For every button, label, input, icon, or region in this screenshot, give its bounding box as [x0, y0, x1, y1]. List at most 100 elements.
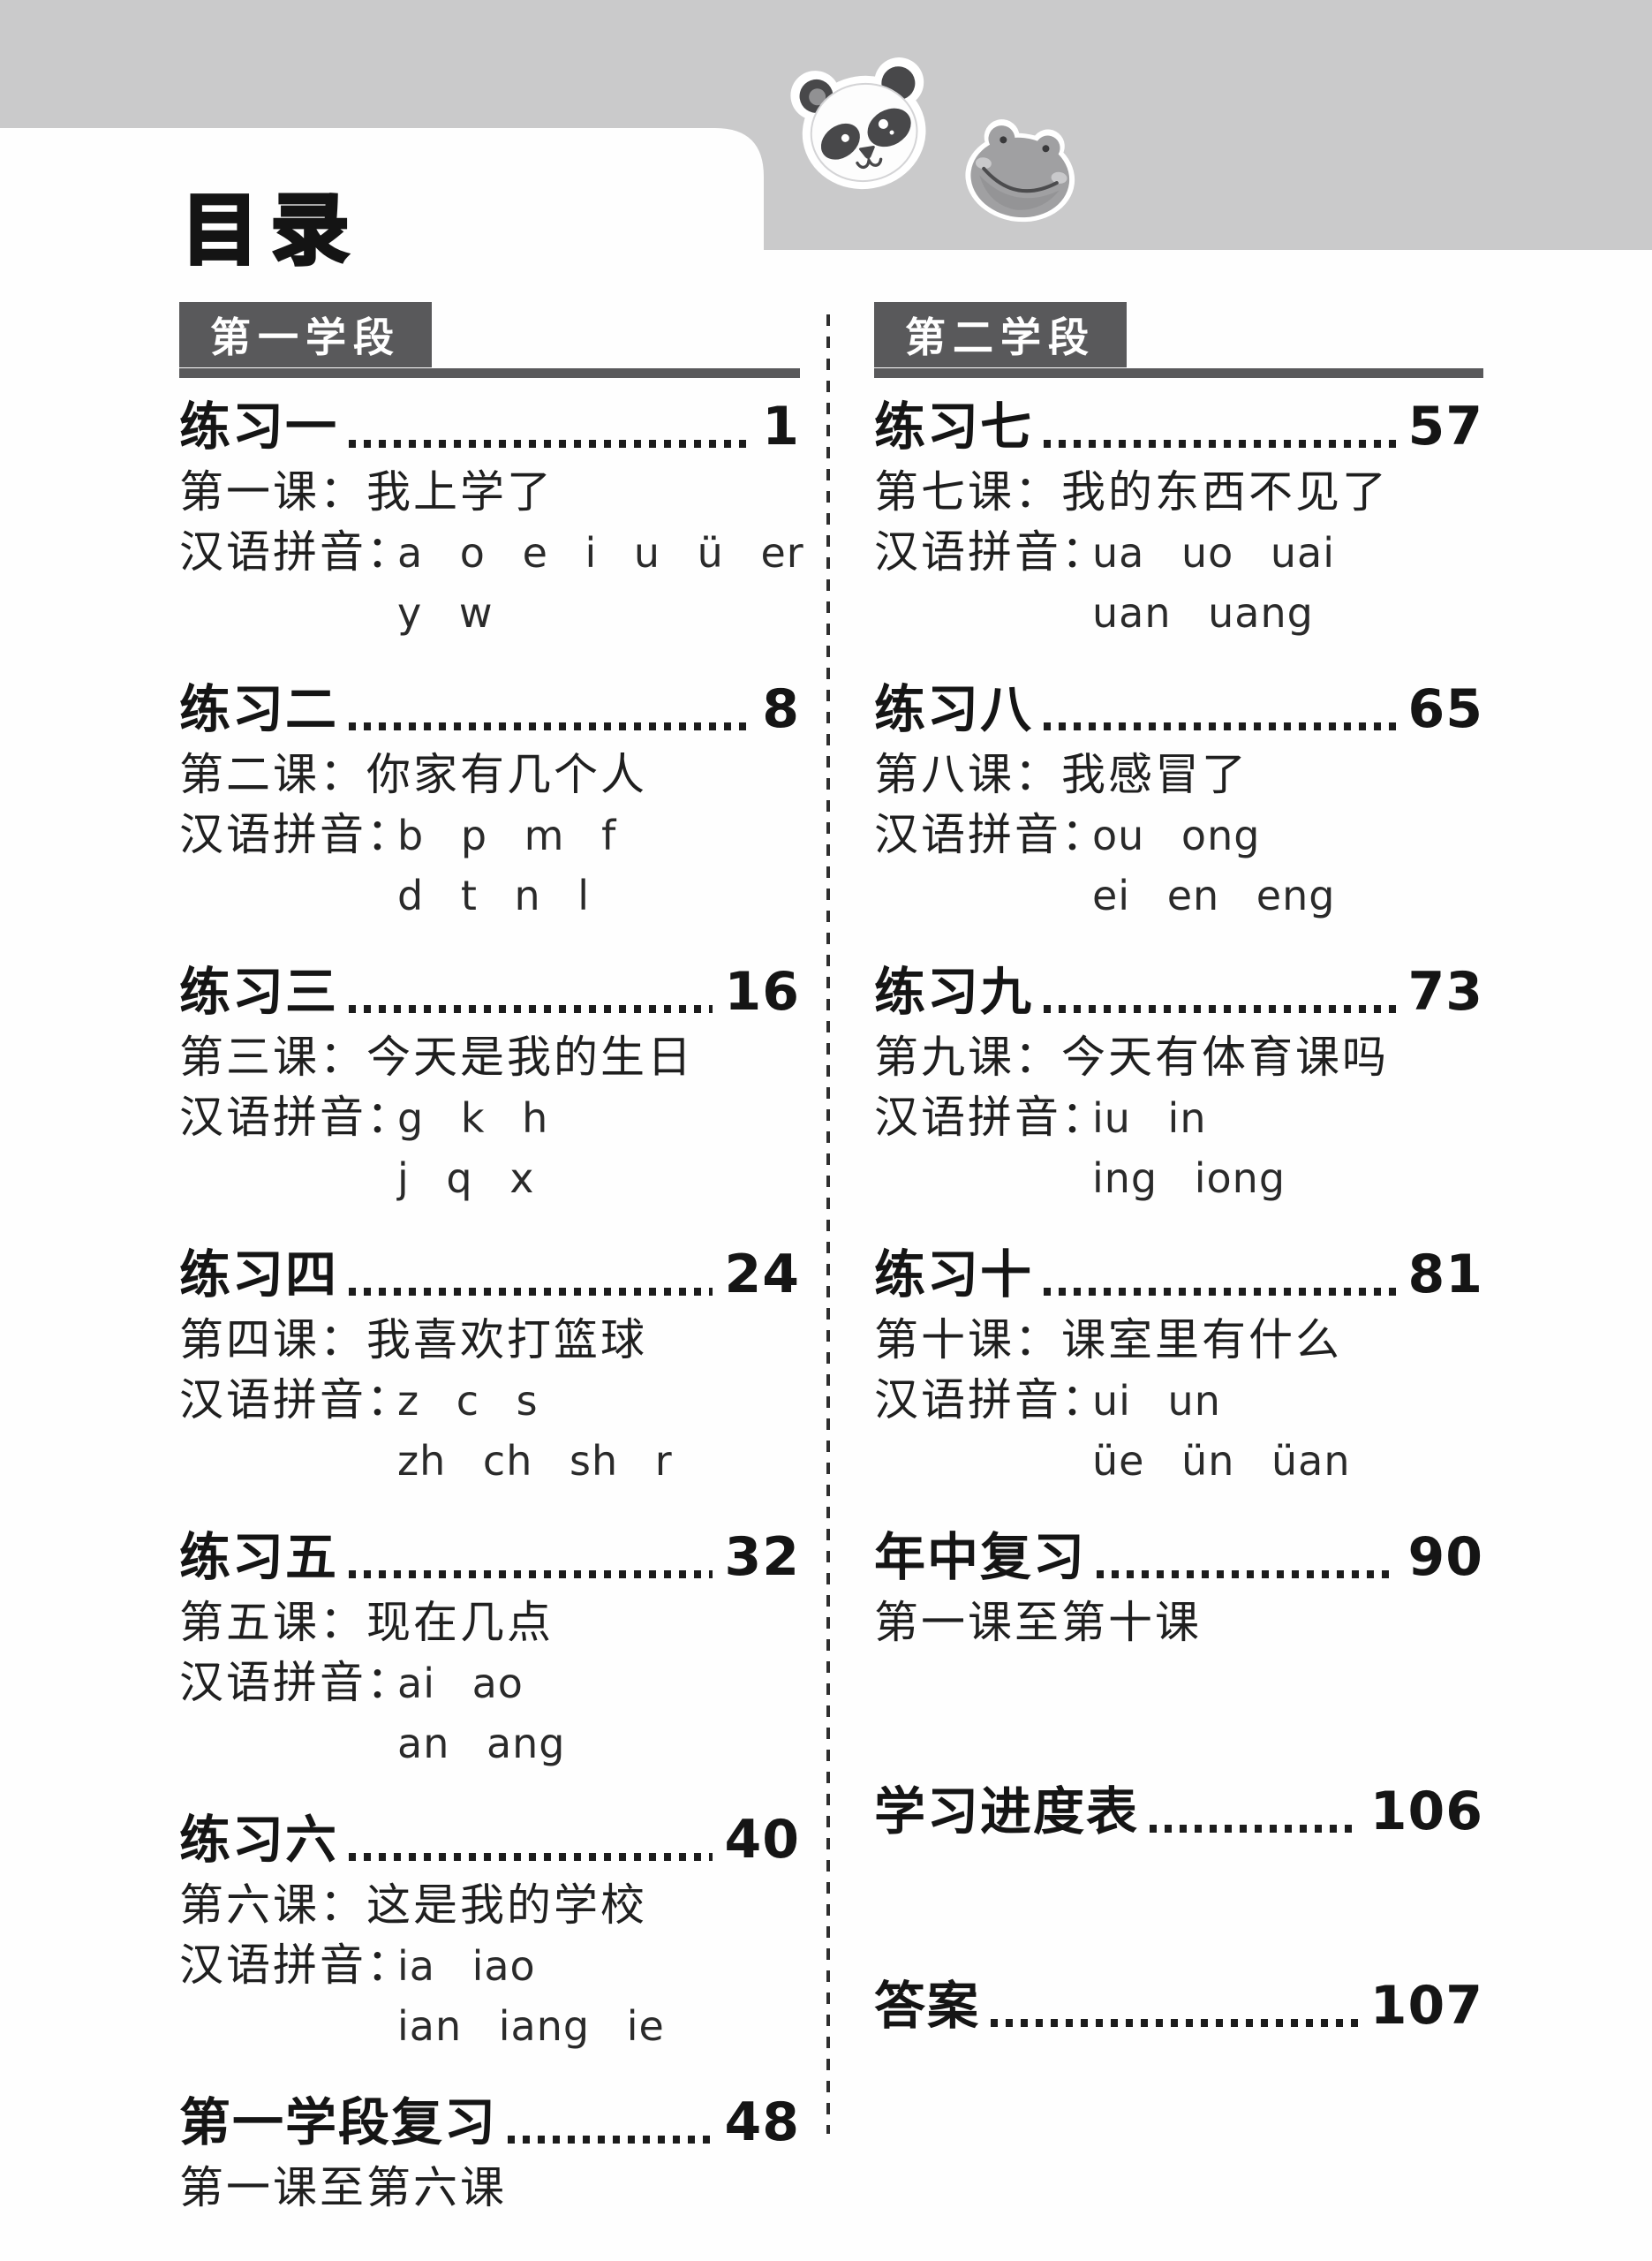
toc-entry-title-row: 练习七 57	[874, 391, 1483, 462]
pinyin-letters: ua uo uai	[1092, 529, 1336, 577]
toc-entry-page-number: 24	[724, 1244, 800, 1305]
toc-entry-title: 第一学段复习	[179, 2092, 498, 2152]
pinyin-label: 汉语拼音：	[179, 1657, 413, 1708]
toc-entry-page-number: 48	[724, 2091, 800, 2153]
section-header: 第一学段	[179, 302, 432, 367]
toc-entry-title-row: 练习一 1	[179, 391, 800, 462]
toc-entry-title: 练习三	[179, 962, 339, 1022]
toc-entry-pinyin: 汉语拼音： ia iao	[179, 1935, 800, 1996]
pinyin-letters: ui un	[1092, 1377, 1221, 1425]
pinyin-letters: zh ch sh r	[397, 1437, 673, 1485]
toc-entry-title-row: 练习九 73	[874, 957, 1483, 1027]
toc-entry-course: 第二课：你家有几个人	[179, 749, 647, 800]
section-underline-bar	[874, 368, 1483, 378]
dotted-leader	[991, 2019, 1358, 2027]
toc-entry-list: 练习一 1 第一课：我上学了 汉语拼音： a o e i u ü er y w 练习二 8 第二…	[179, 391, 803, 2218]
pinyin-label: 汉语拼音：	[179, 1374, 413, 1425]
pinyin-label: 汉语拼音：	[874, 1092, 1108, 1143]
pinyin-letters: j q x	[397, 1154, 535, 1202]
pinyin-letters: g k h	[397, 1094, 549, 1142]
toc-entry-course: 第十课：课室里有什么	[874, 1314, 1342, 1365]
toc-entry-title-row: 年中复习 90	[874, 1522, 1483, 1592]
toc-entry-course: 第一课：我上学了	[179, 466, 554, 518]
pinyin-letters: ou ong	[1092, 812, 1261, 859]
toc-entry-title: 练习八	[874, 679, 1034, 739]
toc-entry-title-row: 学习进度表 106	[874, 1776, 1483, 1847]
toc-entry-pinyin-line2: üe ün üan	[874, 1431, 1483, 1501]
toc-entry-pinyin: 汉语拼音： a o e i u ü er	[179, 522, 803, 583]
dotted-leader	[1044, 1005, 1396, 1013]
toc-entry-title-row: 练习四 24	[179, 1239, 800, 1310]
column-divider-dashed-line	[826, 314, 830, 2134]
pinyin-letters: uan uang	[1092, 589, 1314, 637]
toc-entry: 练习一 1 第一课：我上学了 汉语拼音： a o e i u ü er y w	[179, 391, 803, 653]
toc-entry-title: 年中复习	[874, 1527, 1087, 1587]
dotted-leader	[349, 1288, 713, 1296]
toc-entry-title-row: 练习十 81	[874, 1239, 1483, 1310]
toc-entry: 练习四 24 第四课：我喜欢打篮球 汉语拼音： z c s zh ch sh r	[179, 1239, 800, 1501]
dotted-leader	[349, 1853, 713, 1861]
pinyin-label: 汉语拼音：	[179, 526, 413, 578]
toc-column: 第二学段 练习七 57 第七课：我的东西不见了 汉语拼音： ua uo uai uan ua…	[874, 302, 1483, 2062]
toc-entry-title-row: 答案 107	[874, 1970, 1483, 2041]
toc-entry: 练习三 16 第三课：今天是我的生日 汉语拼音： g k h j q x	[179, 957, 800, 1218]
toc-entry-course: 第六课：这是我的学校	[179, 1879, 647, 1931]
toc-entry-title: 学习进度表	[874, 1781, 1140, 1841]
toc-entry: 练习五 32 第五课：现在几点 汉语拼音： ai ao an ang	[179, 1522, 800, 1783]
toc-entry-course: 第七课：我的东西不见了	[874, 466, 1389, 518]
toc-entry-pinyin: 汉语拼音： b p m f	[179, 805, 800, 866]
toc-entry-course: 第九课：今天有体育课吗	[874, 1032, 1389, 1083]
toc-entry-title: 练习一	[179, 397, 339, 457]
toc-entry-page-number: 81	[1407, 1244, 1483, 1305]
dotted-leader	[1097, 1570, 1396, 1578]
toc-entry-pinyin: 汉语拼音： ui un	[874, 1370, 1483, 1431]
pinyin-letters: an ang	[397, 1720, 566, 1767]
toc-entry-title-row: 练习三 16	[179, 957, 800, 1027]
dotted-leader	[1044, 1288, 1396, 1296]
pinyin-letters: y w	[397, 589, 494, 637]
dotted-leader	[349, 1005, 713, 1013]
toc-entry-page-number: 16	[724, 961, 800, 1023]
pinyin-letters: a o e i u ü er	[397, 529, 804, 577]
pinyin-letters: ing iong	[1092, 1154, 1286, 1202]
pinyin-label: 汉语拼音：	[874, 526, 1108, 578]
toc-entry-page-number: 1	[762, 396, 800, 457]
dotted-leader	[1044, 440, 1396, 448]
toc-entry-pinyin-line2: ei en eng	[874, 866, 1483, 935]
toc-entry-pinyin-line2: y w	[179, 583, 800, 653]
pinyin-letters: ian iang ie	[397, 2002, 665, 2050]
toc-entry-title-row: 第一学段复习 48	[179, 2087, 800, 2158]
toc-entry-course: 第八课：我感冒了	[874, 749, 1248, 800]
toc-entry-title-row: 练习二 8	[179, 674, 800, 745]
toc-entry: 练习八 65 第八课：我感冒了 汉语拼音： ou ong ei en eng	[874, 674, 1483, 935]
toc-entry-page-number: 40	[724, 1809, 800, 1871]
toc-entry-pinyin: 汉语拼音： g k h	[179, 1087, 800, 1148]
pinyin-letters: ei en eng	[1092, 872, 1336, 919]
pinyin-label: 汉语拼音：	[874, 1374, 1108, 1425]
toc-entry-course: 第五课：现在几点	[179, 1597, 554, 1648]
dotted-leader	[508, 2136, 713, 2144]
toc-entry-page-number: 90	[1407, 1526, 1483, 1588]
pinyin-letters: üe ün üan	[1092, 1437, 1351, 1485]
toc-entry-pinyin-line2: an ang	[179, 1713, 800, 1783]
pinyin-label: 汉语拼音：	[874, 809, 1108, 860]
toc-entry-title: 练习十	[874, 1244, 1034, 1304]
section-header: 第二学段	[874, 302, 1127, 367]
toc-entry-course: 第三课：今天是我的生日	[179, 1032, 694, 1083]
pinyin-label: 汉语拼音：	[179, 1940, 413, 1991]
dotted-leader	[1044, 722, 1396, 730]
toc-entry-pinyin: 汉语拼音： z c s	[179, 1370, 800, 1431]
toc-entry: 练习十 81 第十课：课室里有什么 汉语拼音： ui un üe ün üan	[874, 1239, 1483, 1501]
toc-entry-course: 第四课：我喜欢打篮球	[179, 1314, 647, 1365]
toc-entry: 练习七 57 第七课：我的东西不见了 汉语拼音： ua uo uai uan uang	[874, 391, 1483, 653]
toc-column: 第一学段 练习一 1 第一课：我上学了 汉语拼音： a o e i u ü er y w 练习…	[179, 302, 803, 2239]
toc-entry-title-row: 练习八 65	[874, 674, 1483, 745]
pinyin-letters: b p m f	[397, 812, 617, 859]
toc-entry-pinyin: 汉语拼音： iu in	[874, 1087, 1483, 1148]
toc-entry-page-number: 32	[724, 1526, 800, 1588]
toc-entry-page-number: 107	[1369, 1975, 1483, 2037]
pinyin-label: 汉语拼音：	[179, 1092, 413, 1143]
toc-entry-pinyin: 汉语拼音： ua uo uai	[874, 522, 1483, 583]
pinyin-letters: z c s	[397, 1377, 539, 1425]
